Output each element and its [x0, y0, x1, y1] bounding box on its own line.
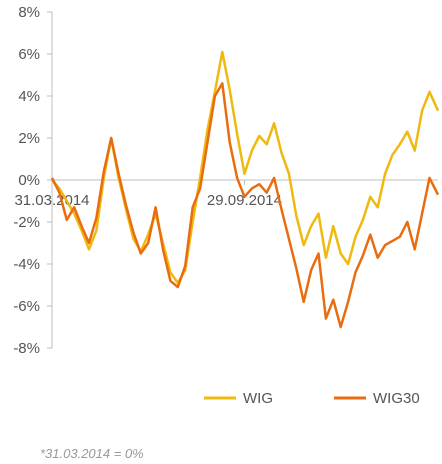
chart-legend: WIG WIG30: [204, 390, 420, 407]
chart-ticks: 8% 6% 4% 2% 0% -2% -4% -6% -8% 31.03.2014 29.09.20…: [13, 4, 282, 357]
y-tick-label: 8%: [18, 4, 40, 21]
series-line-wig30: [50, 82, 440, 329]
x-tick-label: 31.03.2014: [14, 192, 89, 209]
y-tick-label: -6%: [13, 298, 40, 315]
legend-label-wig: WIG: [243, 390, 273, 407]
y-tick-label: -2%: [13, 214, 40, 231]
y-tick-label: 6%: [18, 46, 40, 63]
y-tick-label: 4%: [18, 88, 40, 105]
chart-axes: [51, 12, 438, 348]
x-tick-label: 29.09.2014: [207, 192, 282, 209]
y-tick-label: -4%: [13, 256, 40, 273]
y-tick-label: 2%: [18, 130, 40, 147]
legend-label-wig30: WIG30: [373, 390, 420, 407]
chart-series: [50, 50, 440, 329]
y-tick-label: 0%: [18, 172, 40, 189]
series-line-wig: [51, 50, 440, 285]
footnote: *31.03.2014 = 0%: [40, 446, 144, 461]
y-tick-label: -8%: [13, 340, 40, 357]
